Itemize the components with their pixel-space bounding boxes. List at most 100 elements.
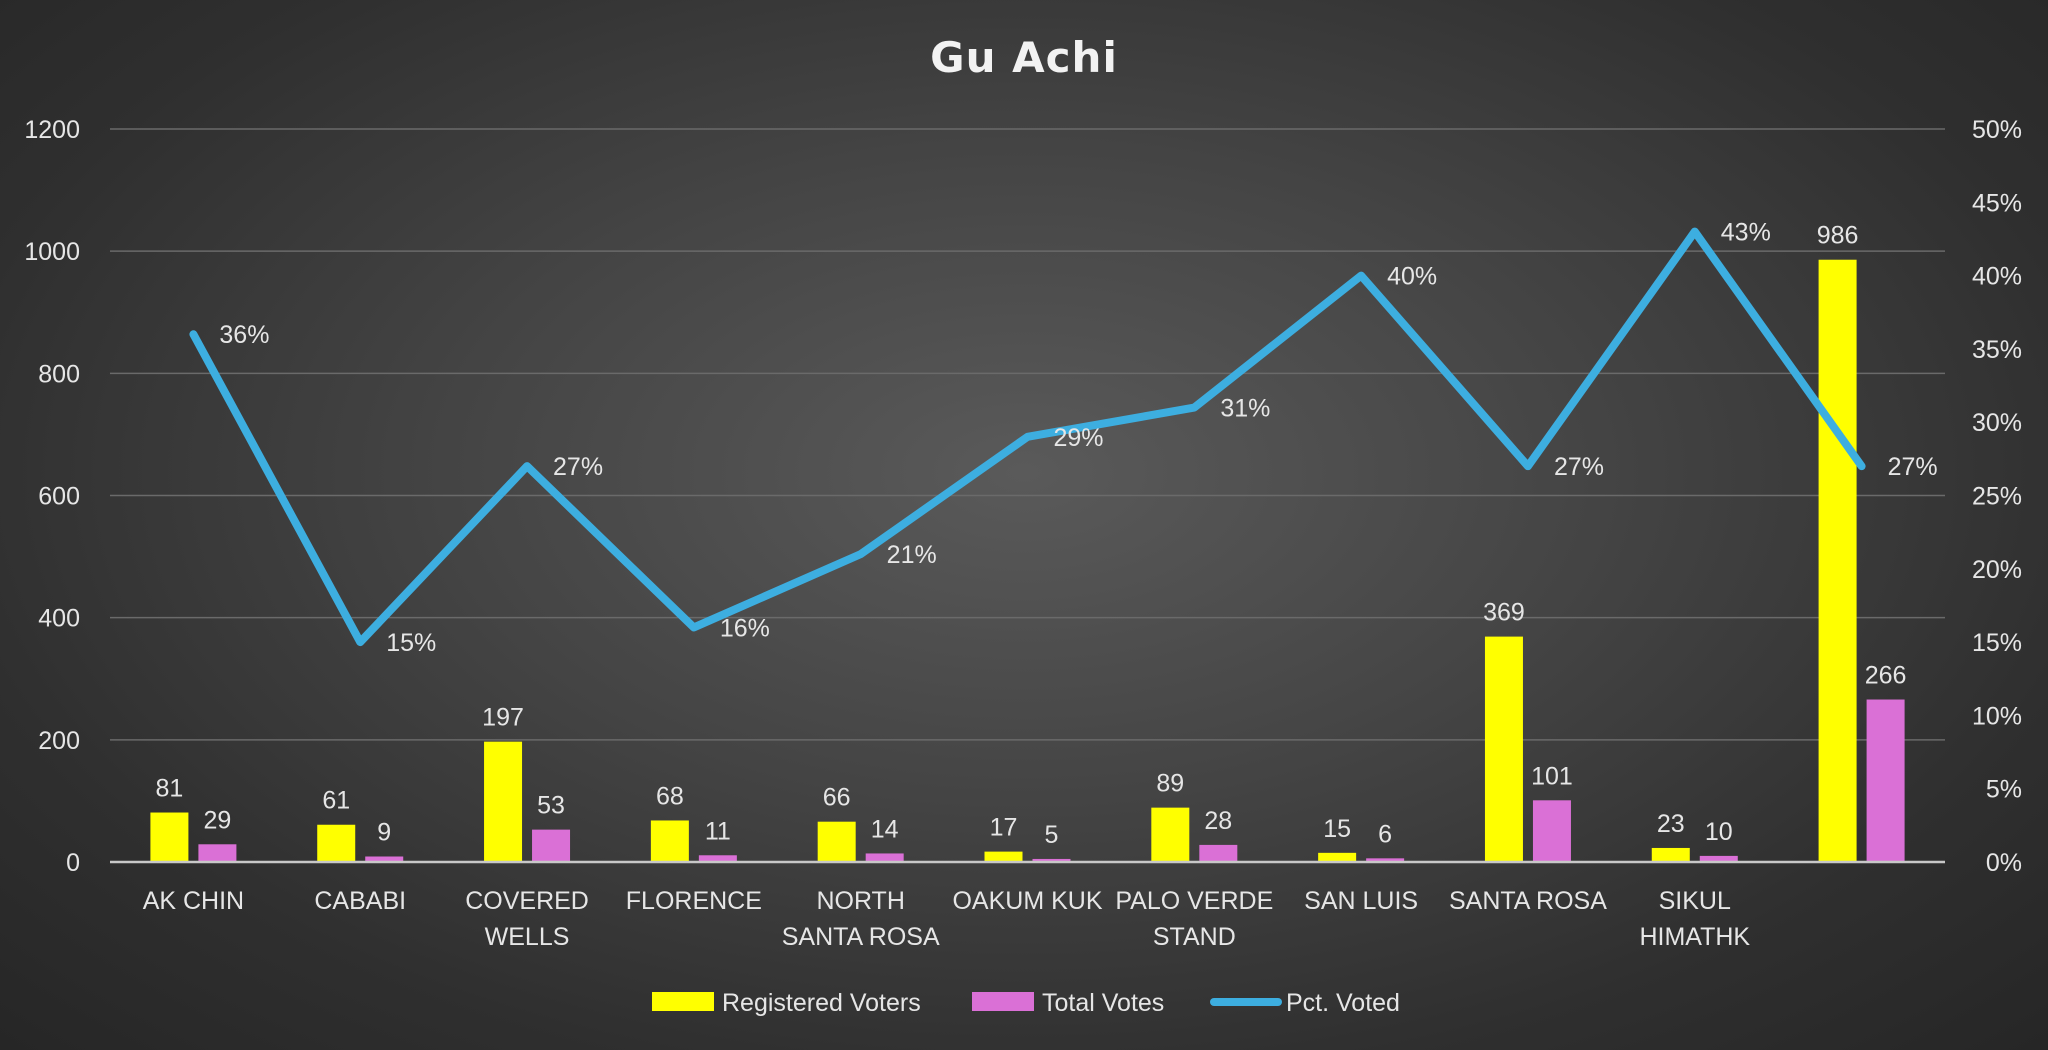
x-category-label: PALO VERDE	[1115, 887, 1273, 915]
point-pct-voted	[190, 331, 197, 338]
x-category-label: FLORENCE	[626, 887, 762, 915]
legend-swatch	[652, 992, 714, 1011]
bar-registered-voters	[984, 851, 1023, 862]
data-label-registered-voters: 89	[1156, 770, 1184, 798]
data-label-total-votes: 11	[705, 817, 731, 845]
bar-registered-voters	[817, 821, 856, 862]
y-right-tick-label: 40%	[1972, 263, 2022, 291]
data-label-pct-voted: 43%	[1721, 219, 1771, 247]
bar-total-votes	[365, 856, 404, 862]
x-category-label: OAKUM KUK	[952, 887, 1102, 915]
data-label-total-votes: 9	[377, 819, 391, 847]
legend-label: Total Votes	[1042, 989, 1164, 1017]
bar-registered-voters	[150, 812, 189, 862]
point-pct-voted	[857, 551, 864, 558]
data-label-registered-voters: 61	[322, 787, 350, 815]
bar-registered-voters	[650, 820, 689, 862]
x-category-label: SIKUL	[1659, 887, 1731, 915]
bar-registered-voters	[317, 824, 356, 862]
bar-registered-voters	[1651, 847, 1690, 862]
data-label-pct-voted: 16%	[720, 614, 770, 642]
data-label-pct-voted: 40%	[1387, 263, 1437, 291]
x-category-label: COVERED	[465, 887, 589, 915]
bar-total-votes	[698, 855, 737, 862]
bar-registered-voters	[484, 741, 523, 862]
data-label-total-votes: 28	[1204, 807, 1232, 835]
y-left-tick-label: 1200	[24, 116, 80, 144]
point-pct-voted	[1191, 404, 1198, 411]
data-label-total-votes: 53	[537, 792, 565, 820]
data-label-registered-voters: 66	[823, 784, 851, 812]
data-label-registered-voters: 15	[1323, 815, 1351, 843]
y-right-tick-label: 45%	[1972, 189, 2022, 217]
bar-registered-voters	[1484, 636, 1523, 862]
chart-title: Gu Achi	[930, 33, 1118, 82]
x-category-label: WELLS	[485, 923, 570, 951]
x-category-label: HIMATHK	[1639, 923, 1750, 951]
bar-total-votes	[198, 844, 237, 862]
y-right-tick-label: 0%	[1986, 849, 2022, 877]
y-right-tick-label: 10%	[1972, 702, 2022, 730]
bar-total-votes	[1699, 855, 1738, 862]
legend-label: Registered Voters	[722, 989, 921, 1017]
bar-registered-voters	[1151, 807, 1190, 862]
legend-swatch	[972, 992, 1034, 1011]
y-right-tick-label: 20%	[1972, 556, 2022, 584]
y-left-tick-label: 800	[38, 360, 80, 388]
y-right-tick-label: 50%	[1972, 116, 2022, 144]
legend-label: Pct. Voted	[1286, 989, 1400, 1017]
point-pct-voted	[1691, 228, 1698, 235]
bar-total-votes	[1032, 858, 1071, 862]
point-pct-voted	[1524, 463, 1531, 470]
y-right-tick-label: 5%	[1986, 776, 2022, 804]
y-right-tick-label: 35%	[1972, 336, 2022, 364]
bar-total-votes	[1866, 699, 1905, 862]
point-pct-voted	[524, 463, 531, 470]
point-pct-voted	[1358, 272, 1365, 279]
data-label-registered-voters: 197	[482, 704, 524, 732]
bar-total-votes	[1532, 800, 1571, 862]
data-label-pct-voted: 31%	[1220, 395, 1270, 423]
bar-total-votes	[1199, 844, 1238, 862]
data-label-pct-voted: 21%	[887, 541, 937, 569]
y-left-tick-label: 1000	[24, 238, 80, 266]
bar-registered-voters	[1318, 852, 1357, 862]
data-label-registered-voters: 17	[990, 814, 1018, 842]
y-left-tick-label: 0	[66, 849, 80, 877]
bar-total-votes	[532, 829, 571, 862]
data-label-registered-voters: 23	[1657, 810, 1685, 838]
x-category-label: SANTA ROSA	[1449, 887, 1607, 915]
data-label-pct-voted: 27%	[1888, 453, 1938, 481]
data-label-total-votes: 29	[204, 806, 232, 834]
data-label-total-votes: 14	[871, 815, 899, 843]
data-label-pct-voted: 29%	[1054, 424, 1104, 452]
data-label-total-votes: 6	[1378, 820, 1392, 848]
data-label-registered-voters: 81	[156, 775, 184, 803]
y-right-tick-label: 15%	[1972, 629, 2022, 657]
data-label-pct-voted: 36%	[219, 321, 269, 349]
data-label-total-votes: 10	[1705, 818, 1733, 846]
data-label-registered-voters: 369	[1483, 599, 1525, 627]
bar-registered-voters	[1818, 259, 1857, 862]
x-category-label: NORTH	[816, 887, 904, 915]
x-category-label: AK CHIN	[143, 887, 244, 915]
legend: Registered Voters Total Votes Pct. Voted	[652, 989, 1400, 1017]
point-pct-voted	[357, 639, 364, 646]
data-label-pct-voted: 15%	[386, 629, 436, 657]
data-label-registered-voters: 986	[1817, 222, 1859, 250]
y-right-tick-label: 25%	[1972, 483, 2022, 511]
data-label-pct-voted: 27%	[1554, 453, 1604, 481]
point-pct-voted	[690, 624, 697, 631]
x-category-label: SANTA ROSA	[782, 923, 940, 951]
point-pct-voted	[1858, 463, 1865, 470]
y-left-tick-label: 400	[38, 605, 80, 633]
bar-total-votes	[865, 853, 904, 862]
x-category-label: SAN LUIS	[1304, 887, 1418, 915]
data-label-total-votes: 5	[1045, 821, 1059, 849]
x-category-label: CABABI	[314, 887, 406, 915]
x-category-label: STAND	[1153, 923, 1236, 951]
data-label-registered-voters: 68	[656, 782, 684, 810]
data-label-total-votes: 266	[1865, 662, 1907, 690]
y-left-tick-label: 200	[38, 727, 80, 755]
